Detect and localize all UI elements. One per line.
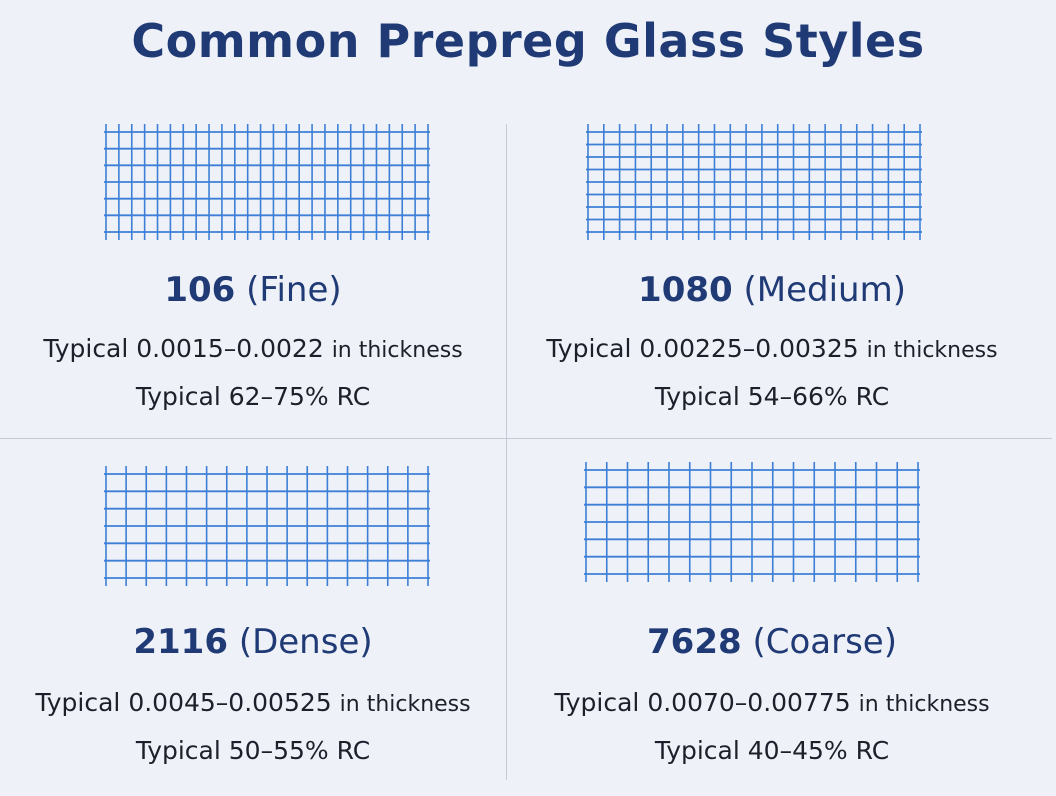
rc-line-106: Typical 62–75% RC <box>135 382 371 411</box>
style-descriptor: (Medium) <box>743 270 906 310</box>
rc-line-2116: Typical 50–55% RC <box>135 736 371 765</box>
style-name-7628: 7628 (Coarse) <box>514 622 1030 662</box>
style-code: 1080 <box>638 270 733 310</box>
thickness-range: Typical 0.00225–0.00325 <box>546 334 859 363</box>
rc-line-1080: Typical 54–66% RC <box>654 382 890 411</box>
thickness-unit: in thickness <box>339 692 471 717</box>
panel-2116: 2116 (Dense) Typical 0.0045–0.00525 in t… <box>0 462 506 782</box>
style-name-1080: 1080 (Medium) <box>514 270 1030 310</box>
glass-mesh-7628 <box>584 462 920 582</box>
glass-mesh-2116 <box>104 466 430 586</box>
rc-line-7628: Typical 40–45% RC <box>654 736 890 765</box>
thickness-line-2116: Typical 0.0045–0.00525 in thickness <box>0 688 506 717</box>
thickness-unit: in thickness <box>858 692 990 717</box>
thickness-line-7628: Typical 0.0070–0.00775 in thickness <box>514 688 1030 717</box>
glass-mesh-106 <box>104 124 430 240</box>
thickness-range: Typical 0.0045–0.00525 <box>35 688 332 717</box>
thickness-unit: in thickness <box>331 338 463 363</box>
style-descriptor: (Coarse) <box>752 622 897 662</box>
style-name-2116: 2116 (Dense) <box>0 622 506 662</box>
thickness-line-106: Typical 0.0015–0.0022 in thickness <box>0 334 506 363</box>
thickness-unit: in thickness <box>866 338 998 363</box>
style-name-106: 106 (Fine) <box>0 270 506 310</box>
thickness-range: Typical 0.0070–0.00775 <box>554 688 851 717</box>
glass-mesh-1080 <box>586 124 922 240</box>
thickness-range: Typical 0.0015–0.0022 <box>43 334 324 363</box>
style-code: 7628 <box>647 622 742 662</box>
panel-1080: 1080 (Medium) Typical 0.00225–0.00325 in… <box>514 120 1030 440</box>
thickness-line-1080: Typical 0.00225–0.00325 in thickness <box>514 334 1030 363</box>
style-descriptor: (Dense) <box>238 622 373 662</box>
style-code: 2116 <box>133 622 228 662</box>
vertical-divider <box>506 124 507 780</box>
panel-106: 106 (Fine) Typical 0.0015–0.0022 in thic… <box>0 120 506 440</box>
horizontal-divider <box>0 438 1052 439</box>
page-title: Common Prepreg Glass Styles <box>131 14 925 68</box>
panel-7628: 7628 (Coarse) Typical 0.0070–0.00775 in … <box>514 462 1030 782</box>
style-code: 106 <box>164 270 236 310</box>
style-descriptor: (Fine) <box>246 270 342 310</box>
